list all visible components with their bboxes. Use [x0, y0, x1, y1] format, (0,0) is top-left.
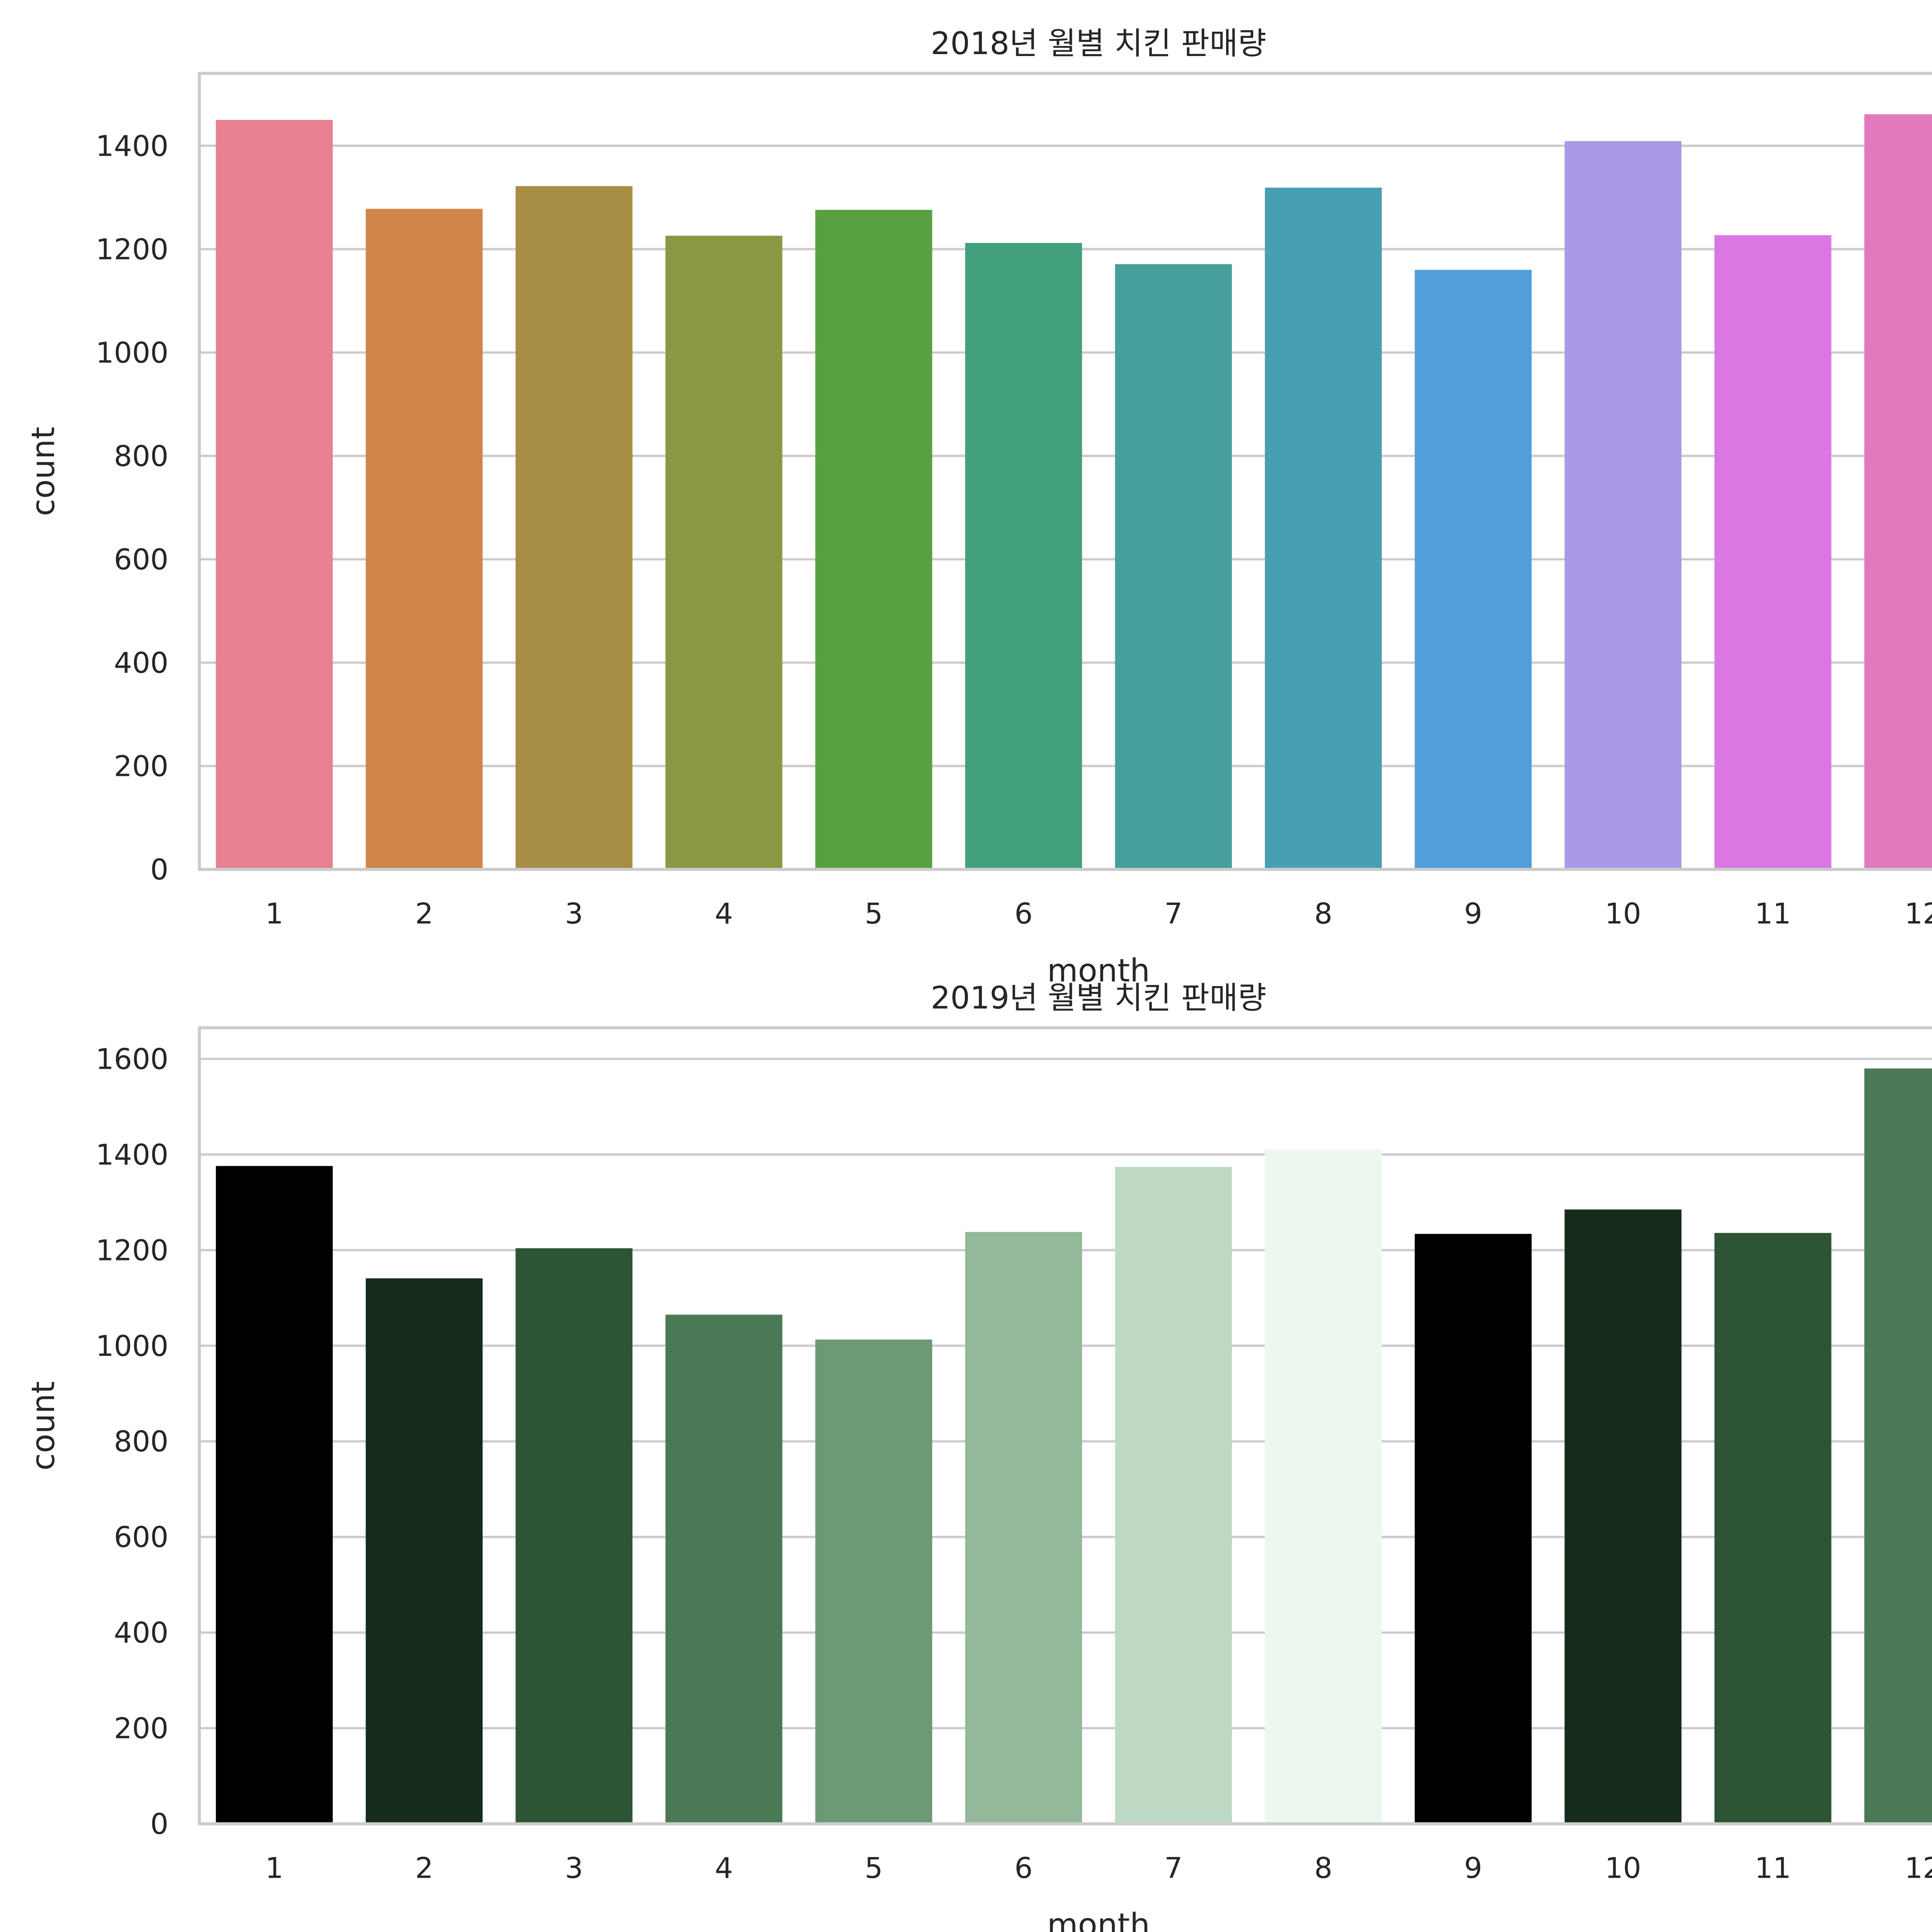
- x-tick-label: 11: [1755, 897, 1791, 930]
- bar-month-5: [815, 210, 932, 870]
- y-tick-label: 400: [114, 1616, 168, 1650]
- y-tick-label: 800: [114, 440, 168, 473]
- y-tick-label: 1200: [96, 1234, 168, 1267]
- x-tick-label: 6: [1015, 897, 1033, 930]
- x-tick-label: 7: [1164, 897, 1182, 930]
- y-tick-label: 1600: [96, 1043, 168, 1076]
- y-tick-label: 1400: [96, 1138, 168, 1172]
- x-tick-label: 12: [1905, 1852, 1932, 1885]
- bar-month-2: [366, 1278, 483, 1824]
- x-tick-label: 5: [865, 1852, 883, 1885]
- bar-month-6: [965, 1232, 1082, 1824]
- bar-month-2: [366, 209, 483, 869]
- chart-title: 2018년 월별 치킨 판매량: [931, 26, 1267, 61]
- x-tick-label: 7: [1164, 1852, 1182, 1885]
- bar-month-1: [216, 120, 333, 869]
- y-tick-label: 0: [150, 853, 168, 886]
- x-tick-label: 10: [1605, 1852, 1641, 1885]
- x-tick-label: 9: [1464, 897, 1482, 930]
- y-tick-label: 1000: [96, 1330, 168, 1363]
- chart-title: 2019년 월별 치킨 판매량: [931, 980, 1267, 1016]
- bar-month-3: [515, 1248, 633, 1824]
- x-tick-label: 1: [265, 1852, 283, 1885]
- bar-month-6: [965, 243, 1082, 870]
- bar-month-1: [216, 1166, 333, 1824]
- y-tick-label: 200: [114, 750, 168, 783]
- bar-month-8: [1265, 187, 1382, 869]
- y-tick-label: 200: [114, 1712, 168, 1745]
- bar-month-12: [1864, 1068, 1932, 1824]
- y-tick-label: 1200: [96, 233, 168, 266]
- bar-month-7: [1115, 1167, 1232, 1824]
- bar-month-10: [1565, 141, 1682, 869]
- x-axis-label: month: [1047, 1907, 1150, 1932]
- y-tick-label: 600: [114, 543, 168, 576]
- y-tick-label: 600: [114, 1521, 168, 1554]
- plot-frame: [198, 72, 1932, 871]
- bar-month-3: [515, 186, 633, 870]
- x-tick-label: 9: [1464, 1852, 1482, 1885]
- y-tick-label: 1000: [96, 336, 168, 369]
- y-axis-label: count: [25, 1381, 62, 1470]
- x-tick-label: 12: [1905, 897, 1932, 930]
- bar-month-8: [1265, 1149, 1382, 1824]
- bar-month-4: [665, 1315, 782, 1824]
- bar-month-5: [815, 1339, 932, 1824]
- bar-month-11: [1714, 1233, 1832, 1824]
- x-tick-label: 3: [565, 897, 583, 930]
- y-tick-label: 800: [114, 1425, 168, 1458]
- bar-month-10: [1565, 1209, 1682, 1824]
- y-axis-label: count: [25, 427, 62, 516]
- y-tick-label: 400: [114, 646, 168, 680]
- x-tick-label: 3: [565, 1852, 583, 1885]
- bar-month-9: [1415, 1234, 1532, 1824]
- bar-month-12: [1864, 114, 1932, 870]
- x-tick-label: 4: [715, 897, 733, 930]
- x-axis-label: month: [1047, 952, 1150, 989]
- x-tick-label: 8: [1314, 897, 1332, 930]
- x-tick-label: 2: [415, 897, 433, 930]
- y-tick-label: 1400: [96, 129, 168, 163]
- bar-month-9: [1415, 270, 1532, 869]
- bar-month-7: [1115, 264, 1232, 869]
- x-tick-label: 8: [1314, 1852, 1332, 1885]
- x-tick-label: 6: [1015, 1852, 1033, 1885]
- bar-month-4: [665, 236, 782, 869]
- x-tick-label: 10: [1605, 897, 1641, 930]
- x-tick-label: 2: [415, 1852, 433, 1885]
- y-tick-label: 0: [150, 1808, 168, 1841]
- bar-month-11: [1714, 235, 1832, 870]
- plot-frame: [198, 1026, 1932, 1825]
- x-tick-label: 11: [1755, 1852, 1791, 1885]
- x-tick-label: 4: [715, 1852, 733, 1885]
- x-tick-label: 5: [865, 897, 883, 930]
- x-tick-label: 1: [265, 897, 283, 930]
